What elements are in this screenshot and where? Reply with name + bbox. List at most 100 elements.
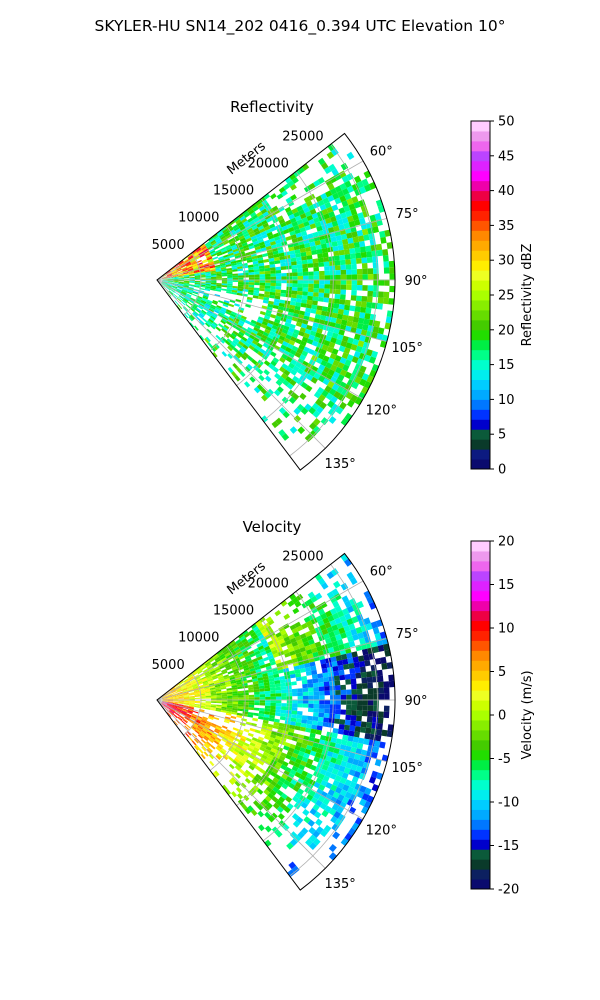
- data-cell: [338, 223, 345, 231]
- data-cell: [290, 234, 297, 240]
- data-cell: [184, 698, 190, 700]
- data-cell: [378, 681, 384, 688]
- data-cell: [263, 735, 271, 740]
- data-cell: [230, 743, 237, 749]
- data-cell: [241, 803, 248, 811]
- data-cell: [249, 376, 256, 383]
- data-cell: [194, 701, 201, 704]
- data-cell: [299, 726, 306, 732]
- data-cell: [288, 728, 295, 733]
- data-cell: [342, 734, 349, 741]
- data-cell: [200, 274, 206, 277]
- data-cell: [318, 364, 326, 372]
- data-cell: [339, 294, 346, 300]
- data-cell: [173, 701, 179, 703]
- data-cell: [182, 306, 188, 312]
- data-cell: [258, 293, 265, 297]
- data-cell: [201, 298, 207, 303]
- data-cell: [269, 267, 276, 271]
- data-cell: [308, 695, 314, 700]
- data-cell: [259, 688, 265, 692]
- data-cell: [369, 313, 377, 321]
- data-cell: [352, 633, 359, 641]
- data-cell: [173, 276, 179, 278]
- data-cell: [237, 706, 244, 710]
- data-cell: [304, 748, 312, 755]
- data-cell: [179, 682, 185, 687]
- data-cell: [206, 676, 213, 681]
- data-cell: [328, 631, 336, 638]
- data-cell: [247, 336, 254, 343]
- data-cell: [324, 690, 331, 696]
- data-cell: [233, 337, 240, 344]
- data-cell: [372, 746, 380, 754]
- data-cell: [241, 718, 247, 722]
- data-cell: [239, 737, 246, 743]
- data-cell: [162, 277, 168, 279]
- data-cell: [178, 697, 184, 699]
- data-cell: [328, 298, 335, 304]
- data-cell: [271, 205, 279, 212]
- data-cell: [205, 278, 212, 280]
- data-cell: [321, 208, 329, 216]
- data-cell: [389, 267, 395, 274]
- data-cell: [259, 746, 266, 752]
- data-cell: [347, 237, 354, 244]
- data-cell: [333, 225, 340, 232]
- data-cell: [300, 760, 307, 767]
- data-cell: [384, 279, 390, 286]
- data-cell: [382, 643, 390, 651]
- data-cell: [336, 239, 344, 246]
- data-cell: [216, 698, 222, 700]
- data-cell: [227, 277, 233, 280]
- data-cell: [275, 286, 282, 290]
- data-cell: [317, 177, 325, 185]
- data-cell: [340, 388, 349, 397]
- data-cell: [377, 297, 384, 304]
- data-cell: [286, 343, 294, 350]
- data-cell: [285, 219, 292, 226]
- data-cell: [371, 250, 378, 257]
- data-cell: [194, 745, 199, 751]
- data-cell: [259, 648, 266, 654]
- data-cell: [251, 255, 258, 260]
- colorbar-swatch: [471, 409, 490, 420]
- data-cell: [197, 670, 203, 675]
- data-cell: [166, 284, 172, 288]
- data-cell: [209, 658, 215, 663]
- data-cell: [365, 623, 373, 631]
- data-cell: [175, 289, 182, 294]
- data-cell: [236, 244, 243, 249]
- data-cell: [289, 426, 298, 434]
- data-cell: [210, 275, 217, 278]
- data-cell: [162, 700, 168, 701]
- data-cell: [236, 333, 243, 339]
- colorbar-swatch: [471, 250, 490, 261]
- data-cell: [202, 727, 209, 732]
- data-cell: [259, 708, 265, 712]
- data-cell: [342, 364, 350, 372]
- data-cell: [262, 211, 269, 218]
- data-cell: [170, 688, 176, 692]
- data-cell: [185, 294, 191, 299]
- data-cell: [223, 300, 230, 304]
- data-cell: [293, 407, 301, 416]
- data-cell: [239, 645, 246, 651]
- data-cell: [264, 711, 270, 715]
- data-cell: [297, 703, 303, 708]
- data-cell: [264, 391, 271, 399]
- data-cell: [368, 319, 376, 327]
- data-cell: [270, 705, 276, 710]
- data-cell: [181, 290, 187, 294]
- data-cell: [222, 648, 228, 654]
- data-cell: [285, 197, 293, 204]
- data-cell: [335, 274, 341, 280]
- data-cell: [186, 291, 193, 295]
- data-cell: [382, 297, 389, 305]
- data-cell: [326, 222, 334, 229]
- data-cell: [317, 323, 325, 330]
- data-cell: [348, 203, 356, 211]
- data-cell: [210, 724, 217, 729]
- data-cell: [225, 246, 232, 251]
- data-cell: [224, 258, 231, 262]
